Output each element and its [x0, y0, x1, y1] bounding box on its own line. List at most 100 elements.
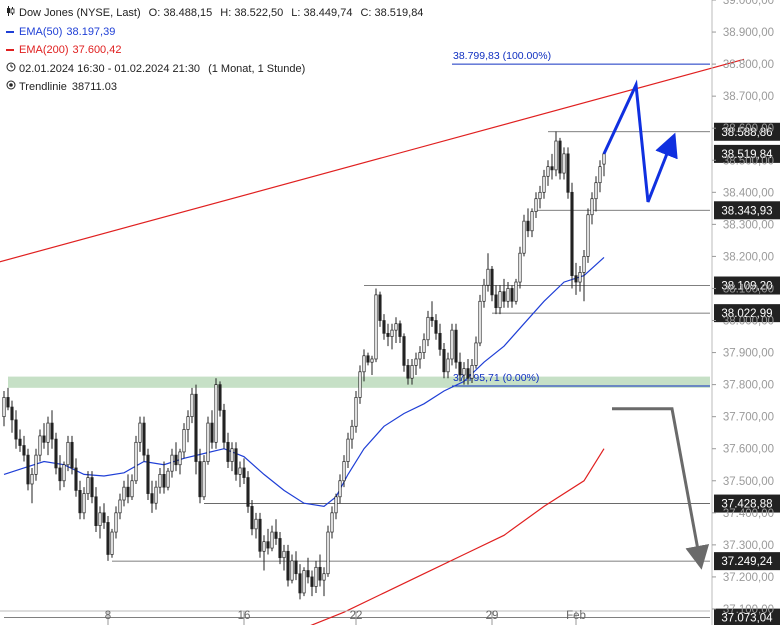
y-tick-label: 38.800,00: [723, 59, 774, 71]
candle-body: [186, 416, 190, 430]
fib-label: 37.795,71 (0.00%): [453, 372, 539, 384]
candle-body: [66, 441, 70, 466]
candle-body: [558, 140, 562, 174]
candle-body: [350, 425, 354, 440]
ema50-swatch: [6, 30, 14, 33]
y-tick-label: 38.200,00: [723, 251, 774, 263]
candle-body: [282, 550, 286, 559]
candle-body: [150, 493, 154, 504]
candle-body: [94, 496, 98, 526]
candle-body: [50, 422, 54, 440]
candle-body: [418, 352, 422, 360]
candle-body: [438, 332, 442, 350]
candle-body: [494, 294, 498, 309]
candle-body: [2, 397, 6, 418]
fib-label: 38.799,83 (100.00%): [453, 50, 551, 62]
candle-body: [122, 486, 126, 501]
candle-body: [194, 393, 198, 462]
candle-body: [434, 320, 438, 334]
candle-body: [578, 272, 582, 283]
candle-body: [382, 320, 386, 334]
legend-ema50-row: EMA(50) 38.197,39: [6, 23, 423, 42]
level-label: 37.073,04: [721, 613, 773, 625]
candle-body: [198, 461, 202, 498]
candle-body: [462, 368, 466, 376]
candle-body: [174, 454, 178, 466]
candle-body: [402, 336, 406, 366]
legend-low: L: 38.449,74: [291, 7, 353, 19]
y-tick-label: 37.500,00: [723, 476, 774, 488]
legend-ema200-row: EMA(200) 37.600,42: [6, 41, 423, 60]
candle-body: [582, 256, 586, 273]
candle-body: [346, 438, 350, 462]
candle-body: [286, 550, 290, 581]
candle-body: [142, 422, 146, 456]
legend-ema200-value: 37.600,42: [72, 44, 122, 56]
x-tick-label: 22: [350, 610, 363, 622]
candle-body: [362, 355, 366, 373]
candle-body: [570, 191, 574, 276]
candle-body: [158, 474, 162, 488]
candle-body: [274, 531, 278, 539]
ema200-swatch: [6, 49, 14, 52]
candle-body: [318, 566, 322, 581]
horizontal-levels: 38.588,86 38.343,93 38.109,20 38.022,99 37.4…: [4, 122, 780, 627]
candle-body: [34, 454, 38, 475]
candle-body: [10, 406, 14, 421]
candle-body: [378, 294, 382, 321]
candle-body: [330, 512, 334, 533]
candle-body: [306, 570, 310, 578]
candle-body: [270, 531, 274, 549]
candle-body: [422, 339, 426, 353]
candle-body: [342, 461, 346, 482]
level-label-bg: [714, 608, 780, 627]
candle-body: [170, 454, 174, 472]
candle-body: [254, 518, 258, 530]
ema50-line: [3, 256, 605, 508]
candle-body: [466, 368, 470, 379]
current-price-label: 38.519,84: [721, 149, 773, 161]
y-tick-label: 39.000,00: [723, 0, 774, 7]
candle-body: [222, 409, 226, 443]
candle-body: [290, 560, 294, 581]
level-label: 37.249,24: [721, 556, 773, 568]
level-label-bg: [714, 552, 780, 571]
candle-body: [38, 435, 42, 456]
candle-body: [62, 464, 66, 482]
candle-body: [354, 397, 358, 427]
candle-body: [242, 467, 246, 478]
candle-body: [118, 499, 122, 514]
current-price-bg: [714, 144, 780, 163]
candle-body: [18, 438, 22, 446]
candle-body: [522, 220, 526, 254]
level-label: 38.022,99: [721, 308, 772, 320]
candle-body: [266, 541, 270, 549]
candle-body: [550, 166, 554, 171]
candle-body: [338, 480, 342, 498]
candle-body: [138, 422, 142, 443]
candle-body: [398, 323, 402, 337]
level-label-bg: [714, 201, 780, 220]
candle-body: [530, 211, 534, 232]
candle-body: [78, 490, 82, 514]
candle-body: [534, 198, 538, 212]
candle-body: [218, 384, 222, 411]
candle-icon: [6, 4, 15, 23]
candle-body: [226, 441, 230, 462]
candle-body: [454, 329, 458, 363]
candle-body: [482, 284, 486, 302]
candle-body: [554, 140, 558, 171]
candle-body: [154, 486, 158, 504]
candle-body: [574, 275, 578, 283]
legend-close: C: 38.519,84: [360, 7, 424, 19]
x-tick-label: 8: [105, 610, 111, 622]
chart-legend: Dow Jones (NYSE, Last) O: 38.488,15 H: 3…: [6, 4, 423, 97]
trendline: [0, 58, 745, 263]
candle-body: [590, 198, 594, 216]
candle-body: [302, 570, 306, 594]
legend-timeframe: (1 Monat, 1 Stunde): [208, 62, 306, 75]
candle-body: [30, 474, 34, 485]
legend-high: H: 38.522,50: [220, 7, 284, 19]
